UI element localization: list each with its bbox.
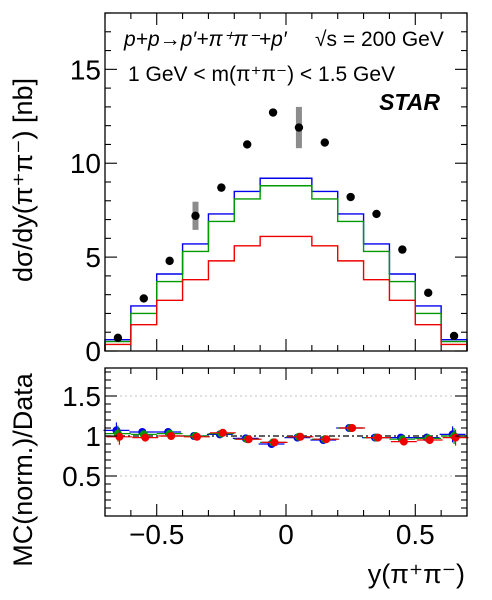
data-point — [217, 183, 226, 192]
data-point — [449, 331, 459, 341]
ratio-point — [296, 432, 305, 441]
ratio-point — [451, 433, 460, 442]
x-tick-label: 0.5 — [396, 519, 435, 550]
ratio-point — [270, 438, 279, 447]
data-point — [424, 288, 433, 297]
mc-histogram-2 — [104, 185, 468, 351]
y-tick-label: 0 — [85, 336, 101, 367]
data-point — [243, 140, 252, 149]
data-point — [139, 294, 148, 303]
ratio-point — [218, 428, 227, 437]
bottom-y-axis-label: MC(norm.)/Data — [8, 372, 38, 567]
data-point — [191, 211, 200, 220]
x-tick-label: 0 — [278, 519, 294, 550]
top-y-axis-label: dσ/dy(π⁺π⁻) [nb] — [8, 78, 38, 282]
y-tick-label: 1 — [85, 421, 101, 452]
data-point — [398, 245, 407, 254]
ratio-point — [374, 433, 382, 442]
top-panel: 0 5 10 15 — [70, 12, 468, 367]
y-tick-label: 1.5 — [62, 381, 101, 412]
data-point — [294, 123, 304, 132]
star-label: STAR — [379, 89, 440, 115]
ratio-point — [322, 435, 331, 444]
ratio-point — [244, 435, 253, 444]
data-point — [372, 209, 381, 219]
data-point — [268, 108, 278, 117]
energy-annotation: √s = 200 GeV — [315, 28, 444, 51]
mc-histogram-3 — [104, 235, 468, 351]
mass-cut-annotation: 1 GeV < m(π⁺π⁻) < 1.5 GeV — [128, 63, 395, 86]
data-point — [113, 333, 123, 343]
y-tick-label: 5 — [85, 242, 101, 273]
data-point — [346, 192, 355, 202]
ratio-point — [348, 424, 357, 432]
y-tick-label: 10 — [70, 148, 101, 179]
x-axis-label: y(π⁺π⁻) — [368, 559, 465, 589]
ratio-point — [399, 437, 408, 446]
x-tick-label: −0.5 — [129, 519, 184, 550]
mc-histogram-1 — [104, 177, 468, 351]
process-annotation: p+p→p′+π⁺π⁻+p′ — [123, 28, 288, 51]
y-tick-label: 15 — [70, 54, 101, 85]
data-point — [165, 256, 174, 266]
bottom-panel: 0.5 1 1.5 −0.5 0 0.5 — [62, 367, 469, 550]
ratio-point — [115, 432, 124, 441]
y-tick-label: 0.5 — [62, 461, 101, 492]
ratio-point — [141, 433, 150, 442]
ratio-point — [425, 436, 434, 444]
data-point — [320, 138, 329, 147]
ratio-point — [193, 432, 201, 441]
ratio-point — [167, 432, 176, 440]
